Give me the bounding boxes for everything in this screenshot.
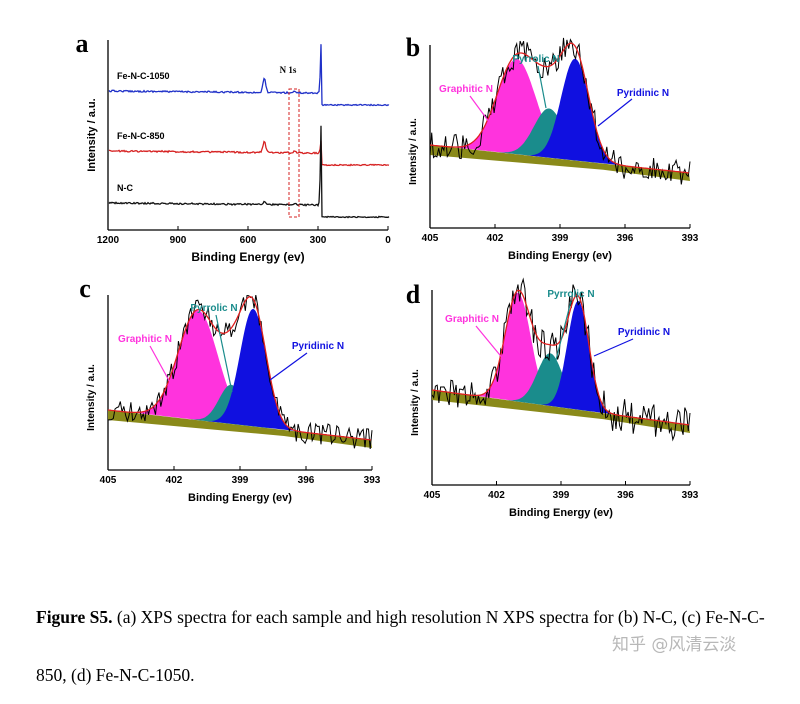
panel-d-x-tick-label: 396 [617, 490, 634, 501]
panel-b-label-graphitic-n: Graphitic N [439, 84, 493, 95]
figure-svg: a 1200 900 600 300 0 Binding Energy (ev) Intens… [76, 29, 699, 519]
panel-b-x-tick-label: 399 [552, 233, 569, 244]
panel-d-x-tick-label: 405 [424, 490, 441, 501]
panel-c-arrow [269, 352, 308, 381]
panel-b-letter: b [406, 33, 420, 62]
panel-d-x-label: Binding Energy (ev) [509, 507, 613, 519]
panel-b-raw-data [429, 37, 691, 185]
panel-c-label-pyrrolic-n: Pyrrolic N [190, 303, 237, 314]
panel-b-y-label: Intensity / a.u. [408, 118, 419, 185]
panel-a-n1s-label: N 1s [280, 65, 297, 75]
panel-c-background-area [108, 410, 372, 448]
panel-d-x-tick-label: 393 [682, 490, 699, 501]
panel-d-label-pyridinic-n: Pyridinic N [618, 327, 670, 338]
panel-a-n1s-box [288, 88, 300, 218]
caption-label: Figure S5. [36, 607, 113, 627]
panel-a-x-tick-label: 300 [310, 235, 327, 246]
panel-c-component-graphitic-n [128, 310, 267, 428]
panel-a-spectrum-line [108, 44, 390, 107]
panel-c-x-tick-label: 396 [298, 475, 315, 486]
panel-c-x-tick-label: 399 [232, 475, 249, 486]
panel-d-arrow [593, 338, 634, 357]
panel-c-x-tick-label: 402 [166, 475, 183, 486]
panel-a-x-tick-label: 1200 [97, 235, 120, 246]
panel-a-x-tick-label: 900 [170, 235, 187, 246]
panel-b-arrow [597, 98, 633, 127]
watermark: 知乎 @风清云淡 [612, 635, 737, 655]
panel-c-x-label: Binding Energy (ev) [188, 492, 292, 504]
panel-a-series-label: N-C [117, 183, 133, 193]
panel-a-series-label: Fe-N-C-850 [117, 131, 165, 141]
panel-a-x-tick-label: 600 [240, 235, 257, 246]
panel-c-x-tick-label: 393 [364, 475, 381, 486]
panel-b-component-pyridinic-n [525, 58, 624, 166]
panel-d-arrow [475, 325, 505, 361]
panel-a-series-label: Fe-N-C-1050 [117, 71, 170, 81]
panel-b-x-tick-label: 393 [682, 233, 699, 244]
panel-b-x-tick-label: 405 [422, 233, 439, 244]
panel-c-label-pyridinic-n: Pyridinic N [292, 341, 344, 352]
panel-b-arrow [537, 65, 547, 109]
panel-a-x-label: Binding Energy (ev) [191, 250, 304, 264]
panel-d-x-tick-label: 399 [553, 490, 570, 501]
panel-a-spectrum-line [108, 140, 390, 167]
panel-d-x-tick-label: 402 [488, 490, 505, 501]
panel-b-arrow [469, 95, 493, 127]
panel-c-label-graphitic-n: Graphitic N [118, 334, 172, 345]
panel-c-arrow [149, 345, 173, 387]
panel-a-y-label: Intensity / a.u. [86, 98, 98, 171]
panel-d-y-label: Intensity / a.u. [410, 369, 421, 436]
panel-a-spectrum-line [108, 125, 390, 219]
panel-a-letter: a [76, 29, 89, 58]
panel-b-x-label: Binding Energy (ev) [508, 250, 612, 262]
panel-b-x-tick-label: 402 [487, 233, 504, 244]
panel-c-arrow [215, 314, 233, 393]
panel-d-arrow [555, 300, 572, 361]
panel-d-label-graphitic-n: Graphitic N [445, 314, 499, 325]
panel-b-fit-envelope [429, 42, 689, 174]
panel-b-label-pyrrolic-n: Pyrrolic N [512, 54, 559, 65]
panel-b-x-tick-label: 396 [617, 233, 634, 244]
panel-a-x-tick-label: 0 [385, 235, 391, 246]
panel-c-x-tick-label: 405 [100, 475, 117, 486]
panel-d-letter: d [406, 280, 421, 309]
panel-b-label-pyridinic-n: Pyridinic N [617, 88, 669, 99]
panel-c-y-label: Intensity / a.u. [86, 364, 97, 431]
panel-d-label-pyrrolic-n: Pyrrolic N [547, 289, 594, 300]
panel-c-fit-envelope [107, 296, 371, 441]
panel-c-letter: c [79, 274, 91, 303]
panel-d-raw-data [431, 277, 691, 442]
panel-d-background-area [432, 390, 690, 433]
